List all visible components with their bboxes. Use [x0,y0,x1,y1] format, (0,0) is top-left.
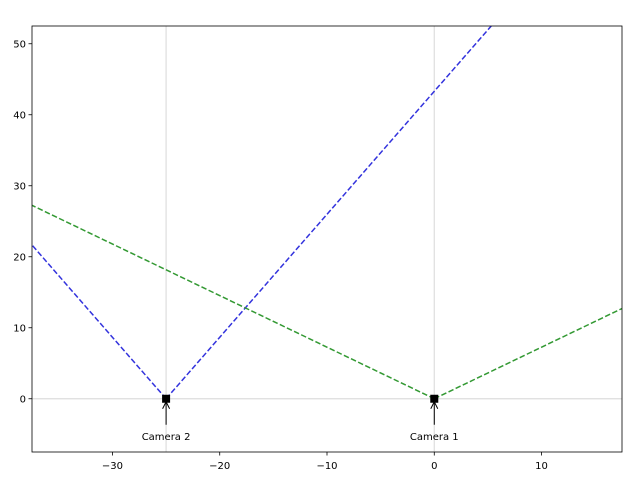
axes: −30 −20 −10 0 10 0 10 20 30 40 50 [13,25,623,472]
series-lines [32,26,622,400]
series-line-camera-2-fov-left [32,244,167,400]
annotation-arrowhead-camera-2-label [162,400,171,409]
plot-frame [31,25,623,453]
y-tick-label: 50 [13,39,26,50]
series-line-camera-1-fov-left [32,204,435,400]
annotation-arrowhead-camera-1-label [430,400,439,409]
y-tick-label: 40 [13,110,26,121]
y-tick-label: 0 [20,394,26,405]
x-tick-label: −20 [209,461,230,472]
marker-camera-1 [430,394,439,403]
x-tick-label: 0 [431,461,437,472]
marker-camera-2 [162,394,171,403]
y-tick-label: 30 [13,181,26,192]
camera-annotations: Camera 2 Camera 1 [142,400,459,443]
series-line-camera-2-fov-right [165,26,492,400]
y-tick-label: 20 [13,252,26,263]
x-tick-label: −30 [102,461,123,472]
annotation-text-camera-1-label: Camera 1 [410,432,459,443]
series-line-camera-1-fov-right [433,307,622,400]
annotation-text-camera-2-label: Camera 2 [142,432,191,443]
x-tick-label: −10 [316,461,337,472]
reference-lines [32,26,622,452]
y-tick-label: 10 [13,323,26,334]
x-tick-label: 10 [535,461,548,472]
camera-markers [162,394,439,403]
